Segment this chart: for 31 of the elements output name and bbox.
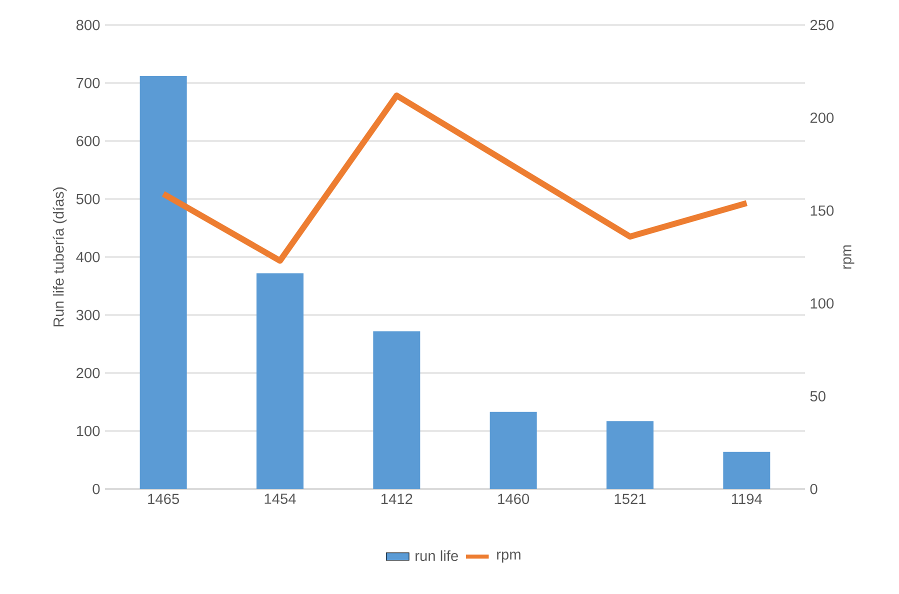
y2-tick-label: 250 — [810, 20, 834, 30]
bar — [373, 331, 420, 489]
y-tick-label: 100 — [76, 426, 100, 436]
y-tick-label: 400 — [76, 252, 100, 262]
x-tick-label: 1460 — [498, 494, 530, 504]
y-tick-label: 800 — [76, 20, 100, 30]
x-tick-label: 1521 — [614, 494, 646, 504]
x-tick-label: 1412 — [381, 494, 412, 504]
y2-tick-label: 150 — [810, 205, 834, 216]
x-tick-label: 1465 — [148, 494, 180, 504]
bar — [140, 76, 187, 489]
y2-tick-label: 100 — [810, 298, 834, 309]
legend-label: rpm — [497, 552, 520, 563]
y2-tick-label: 50 — [810, 391, 826, 402]
y-axis-title: Run life tubería (días) — [52, 187, 67, 326]
y2-axis-title: rpm — [843, 245, 854, 269]
y2-tick-label: 200 — [810, 112, 834, 123]
bar — [256, 273, 304, 489]
y-tick-label: 300 — [76, 310, 100, 320]
y-tick-label: 700 — [76, 78, 100, 88]
legend-label: run life — [416, 550, 458, 562]
y-tick-label: 500 — [76, 194, 100, 204]
y-tick-label: 200 — [76, 368, 100, 378]
bar — [723, 452, 770, 489]
bar — [490, 412, 537, 489]
x-tick-label: 1454 — [264, 494, 296, 504]
y-tick-label: 600 — [76, 136, 100, 146]
bar — [606, 421, 654, 489]
y2-tick-label: 0 — [810, 484, 818, 494]
x-tick-label: 1194 — [732, 494, 762, 504]
y-tick-label: 0 — [92, 484, 100, 494]
